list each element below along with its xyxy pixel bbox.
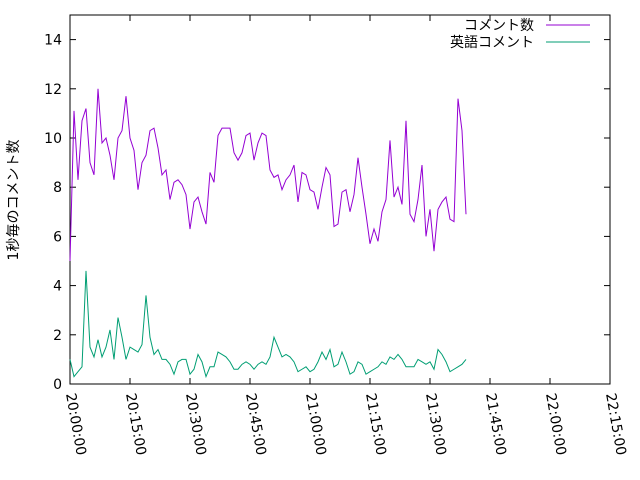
y-tick-label: 12: [44, 82, 62, 98]
y-tick-label: 14: [44, 33, 62, 49]
y-axis-ticks: 0 2 4 6 8 10 12 14: [44, 33, 610, 393]
y-tick-label: 4: [53, 279, 62, 295]
series-line-0: [69, 88, 467, 262]
series-lines: [69, 88, 467, 379]
x-tick-label: 22:00:00: [542, 392, 569, 457]
y-tick-label: 8: [53, 180, 62, 196]
x-tick-label: 21:30:00: [422, 392, 449, 457]
x-tick-label: 20:45:00: [242, 392, 269, 457]
y-axis-label: 1秒毎のコメント数: [6, 140, 22, 261]
x-tick-label: 21:00:00: [302, 392, 329, 457]
x-tick-label: 20:00:00: [62, 392, 89, 457]
legend-label-1: 英語コメント: [450, 34, 534, 51]
plot-frame: [69, 14, 611, 385]
x-tick-label: 20:30:00: [182, 392, 209, 457]
series-line-1: [69, 270, 467, 379]
x-axis-ticks: 20:00:00 20:15:00 20:30:00 20:45:00 21:00:00…: [62, 15, 629, 457]
y-tick-label: 0: [53, 377, 62, 393]
x-tick-label: 21:45:00: [482, 392, 509, 457]
y-tick-label: 10: [44, 131, 62, 147]
x-tick-label: 22:15:00: [602, 392, 629, 457]
x-tick-label: 20:15:00: [122, 392, 149, 457]
y-tick-label: 6: [53, 229, 62, 245]
y-tick-label: 2: [53, 328, 62, 344]
legend-label-0: コメント数: [464, 18, 534, 34]
x-tick-label: 21:15:00: [362, 392, 389, 457]
